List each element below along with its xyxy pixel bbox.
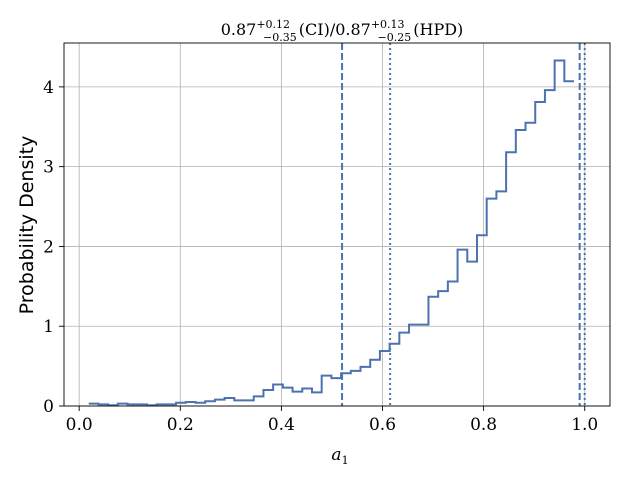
- x-tick-label: 0.8: [470, 415, 497, 435]
- x-axis-label-sub: 1: [342, 454, 349, 467]
- x-tick-label: 0.6: [369, 415, 396, 435]
- y-axis-ticks: 0 1 2 3 4: [43, 78, 64, 417]
- title-hpd-sub: −0.25: [378, 31, 412, 44]
- title-hpd-sup: +0.13: [371, 18, 405, 31]
- y-tick-label: 3: [43, 158, 54, 178]
- chart-title: 0.87+0.12 −0.35 (CI)/0.87+0.13 −0.25 (HPD): [221, 18, 464, 44]
- y-tick-label: 0: [43, 397, 54, 417]
- title-main: 0.87: [221, 20, 257, 39]
- y-tick-label: 4: [43, 78, 54, 98]
- y-axis-label: Probability Density: [16, 136, 38, 315]
- x-axis-ticks: 0.0 0.2 0.4 0.6 0.8 1.0: [66, 406, 598, 435]
- title-ci-sub: −0.35: [263, 31, 297, 44]
- x-axis-label: a1: [331, 445, 348, 467]
- plot-frame: [63, 42, 611, 407]
- title-ci-sup: +0.12: [256, 18, 290, 31]
- x-axis-label-base: a: [331, 445, 341, 465]
- x-tick-label: 0.2: [167, 415, 194, 435]
- y-tick-label: 1: [43, 317, 54, 337]
- x-tick-label: 0.0: [66, 415, 93, 435]
- histogram-step-line: [88, 59, 575, 407]
- x-tick-label: 0.4: [268, 415, 295, 435]
- y-tick-label: 2: [43, 237, 54, 257]
- grid-lines: [64, 43, 610, 407]
- x-tick-label: 1.0: [571, 415, 598, 435]
- title-hpd-label: (HPD): [413, 20, 463, 39]
- title-ci-label: (CI)/0.87: [299, 20, 371, 39]
- histogram-marks: [88, 43, 586, 407]
